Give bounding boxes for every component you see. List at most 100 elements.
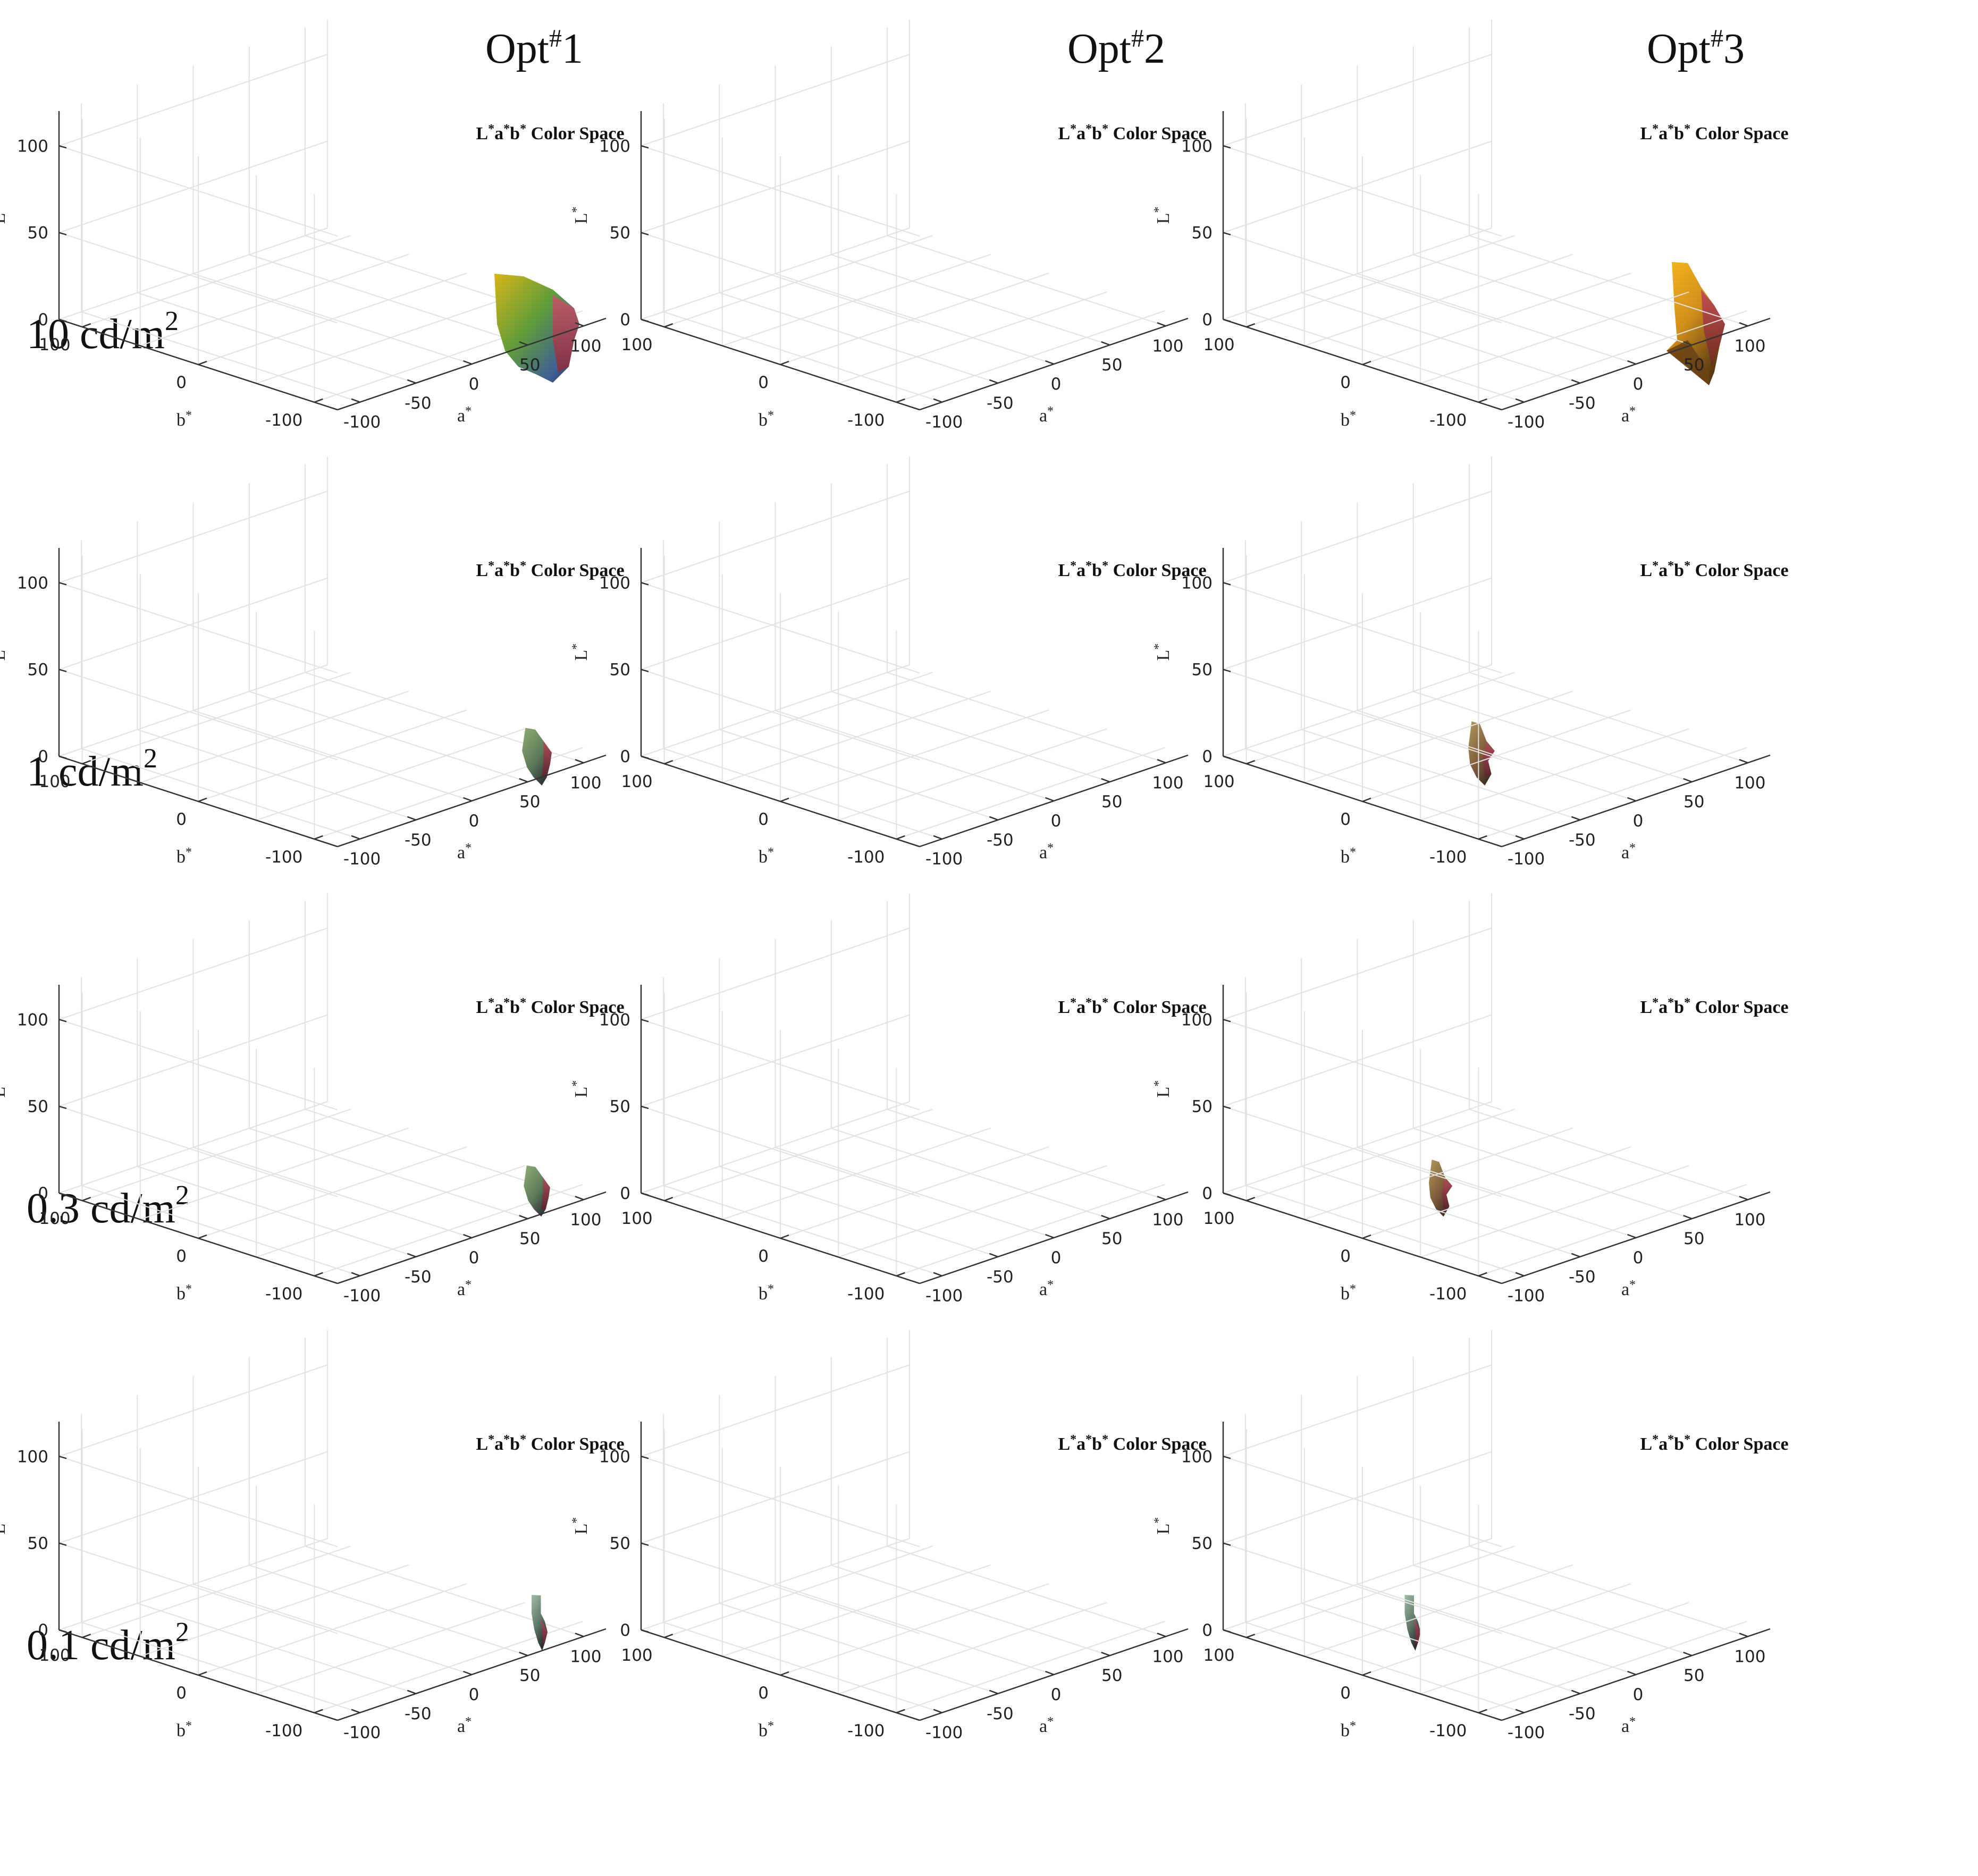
axis-label-b: b* (1341, 1282, 1356, 1304)
grid-line (1223, 577, 1492, 670)
tick-label-a: 0 (1633, 375, 1644, 394)
tick-mark (1246, 1633, 1256, 1638)
tick-mark (575, 759, 584, 764)
tick-mark (1478, 835, 1487, 840)
tick-label-a: -100 (1508, 1287, 1545, 1306)
tick-mark (989, 816, 998, 821)
grid-line (641, 491, 910, 584)
gamut-surface-face (1414, 1619, 1421, 1645)
tick-mark (1246, 759, 1256, 765)
grid-line (82, 1545, 351, 1638)
tick-label-L: 100 (17, 573, 48, 593)
tick-label-b: 100 (1203, 335, 1234, 354)
grid-line (780, 1583, 1049, 1676)
tick-label-a: -50 (1569, 1267, 1596, 1287)
tick-mark (780, 797, 789, 802)
tick-label-a: -50 (987, 394, 1014, 413)
tick-mark (1045, 360, 1054, 365)
tick-label-b: 100 (1203, 1209, 1234, 1228)
tick-label-b: -100 (265, 1721, 302, 1740)
tick-mark (1223, 318, 1231, 323)
tick-label-a: -100 (925, 1723, 963, 1743)
tick-label-a: 50 (1101, 792, 1122, 812)
grid-line (58, 927, 328, 1020)
grid-line (1246, 672, 1515, 765)
axis-label-a: a* (457, 1278, 472, 1299)
tick-mark (1101, 778, 1110, 783)
grid-line (838, 291, 1107, 384)
gamut-surface (522, 728, 552, 786)
gamut-surface-face (1701, 290, 1725, 367)
tick-label-a: -50 (405, 1704, 432, 1723)
tick-mark (519, 1214, 528, 1220)
tick-label-b: 100 (621, 772, 652, 791)
tick-label-L: 100 (1181, 137, 1213, 156)
tick-label-a: 100 (570, 1647, 601, 1666)
tick-label-L: 0 (38, 1621, 48, 1640)
subplot: L*a*b* Color Space 0 50 100 L* 100 0 -100 b* -100… (1152, 1330, 1789, 1743)
tick-mark (1362, 797, 1371, 802)
tick-label-L: 50 (610, 224, 630, 243)
row-label: 10 cd/m2 (27, 306, 179, 358)
axis-label-a: a* (1039, 841, 1054, 863)
gamut-surface-face (553, 295, 579, 372)
axis-label-a: a* (457, 1715, 472, 1736)
tick-mark (58, 318, 67, 323)
tick-mark (82, 1196, 91, 1202)
grid-lines (641, 457, 1166, 847)
tick-mark (1478, 1272, 1487, 1277)
grid-line (1362, 1146, 1631, 1239)
tick-mark (198, 797, 207, 802)
tick-mark (58, 1456, 67, 1459)
grid-line (58, 1105, 338, 1197)
tick-label-L: 50 (610, 661, 630, 680)
tick-mark (1739, 1633, 1748, 1637)
axis-label-b: b* (759, 1719, 774, 1740)
tick-label-a: 50 (1101, 356, 1122, 375)
axis-label-L: L* (0, 1517, 9, 1535)
gamut-surface-face (1483, 742, 1495, 778)
subplot-title: L*a*b* Color Space (476, 996, 624, 1017)
grid-line (1246, 1545, 1515, 1638)
tick-mark (896, 398, 905, 403)
tick-mark (1223, 582, 1231, 586)
tick-mark (407, 816, 416, 821)
tick-label-L: 0 (620, 1184, 630, 1203)
axis-label-b: b* (1341, 846, 1356, 867)
tick-mark (641, 582, 649, 586)
grid-line (641, 1105, 920, 1197)
tick-mark (575, 1196, 584, 1201)
tick-mark (1627, 1670, 1636, 1676)
axis-label-b: b* (176, 409, 192, 430)
axis-label-b: b* (176, 1719, 192, 1740)
tick-mark (664, 1633, 674, 1638)
subplot-title: L*a*b* Color Space (476, 559, 624, 580)
grid-line (1223, 1456, 1502, 1548)
tick-mark (933, 1709, 942, 1713)
tick-label-a: -50 (1569, 394, 1596, 413)
axis-label-L: L* (1152, 1517, 1173, 1535)
axis-label-L: L* (570, 1517, 591, 1535)
grid-line (58, 1014, 328, 1107)
subplot-title: L*a*b* Color Space (476, 1433, 624, 1454)
tick-mark (1739, 1196, 1748, 1201)
grid-line (58, 1542, 338, 1634)
tick-mark (1627, 360, 1636, 365)
tick-label-a: 0 (469, 812, 479, 831)
tick-label-L: 0 (620, 1621, 630, 1640)
subplot-title: L*a*b* Color Space (1058, 559, 1206, 580)
subplot: L*a*b* Color Space 0 50 100 L* 100 0 -100 b* -100… (1152, 457, 1789, 869)
tick-mark (198, 1671, 207, 1676)
tick-mark (664, 1196, 674, 1202)
tick-label-b: -100 (847, 1721, 885, 1740)
axis-label-a: a* (1039, 1278, 1054, 1299)
grid-line (1223, 232, 1502, 324)
tick-label-a: 50 (1684, 1666, 1704, 1685)
tick-label-b: 100 (39, 1209, 70, 1228)
grid-line (664, 672, 933, 765)
tick-label-b: 0 (1340, 1247, 1351, 1266)
grid-line (896, 310, 1165, 403)
column-header: Opt#1 (485, 24, 583, 72)
tick-label-b: -100 (1429, 1285, 1467, 1304)
